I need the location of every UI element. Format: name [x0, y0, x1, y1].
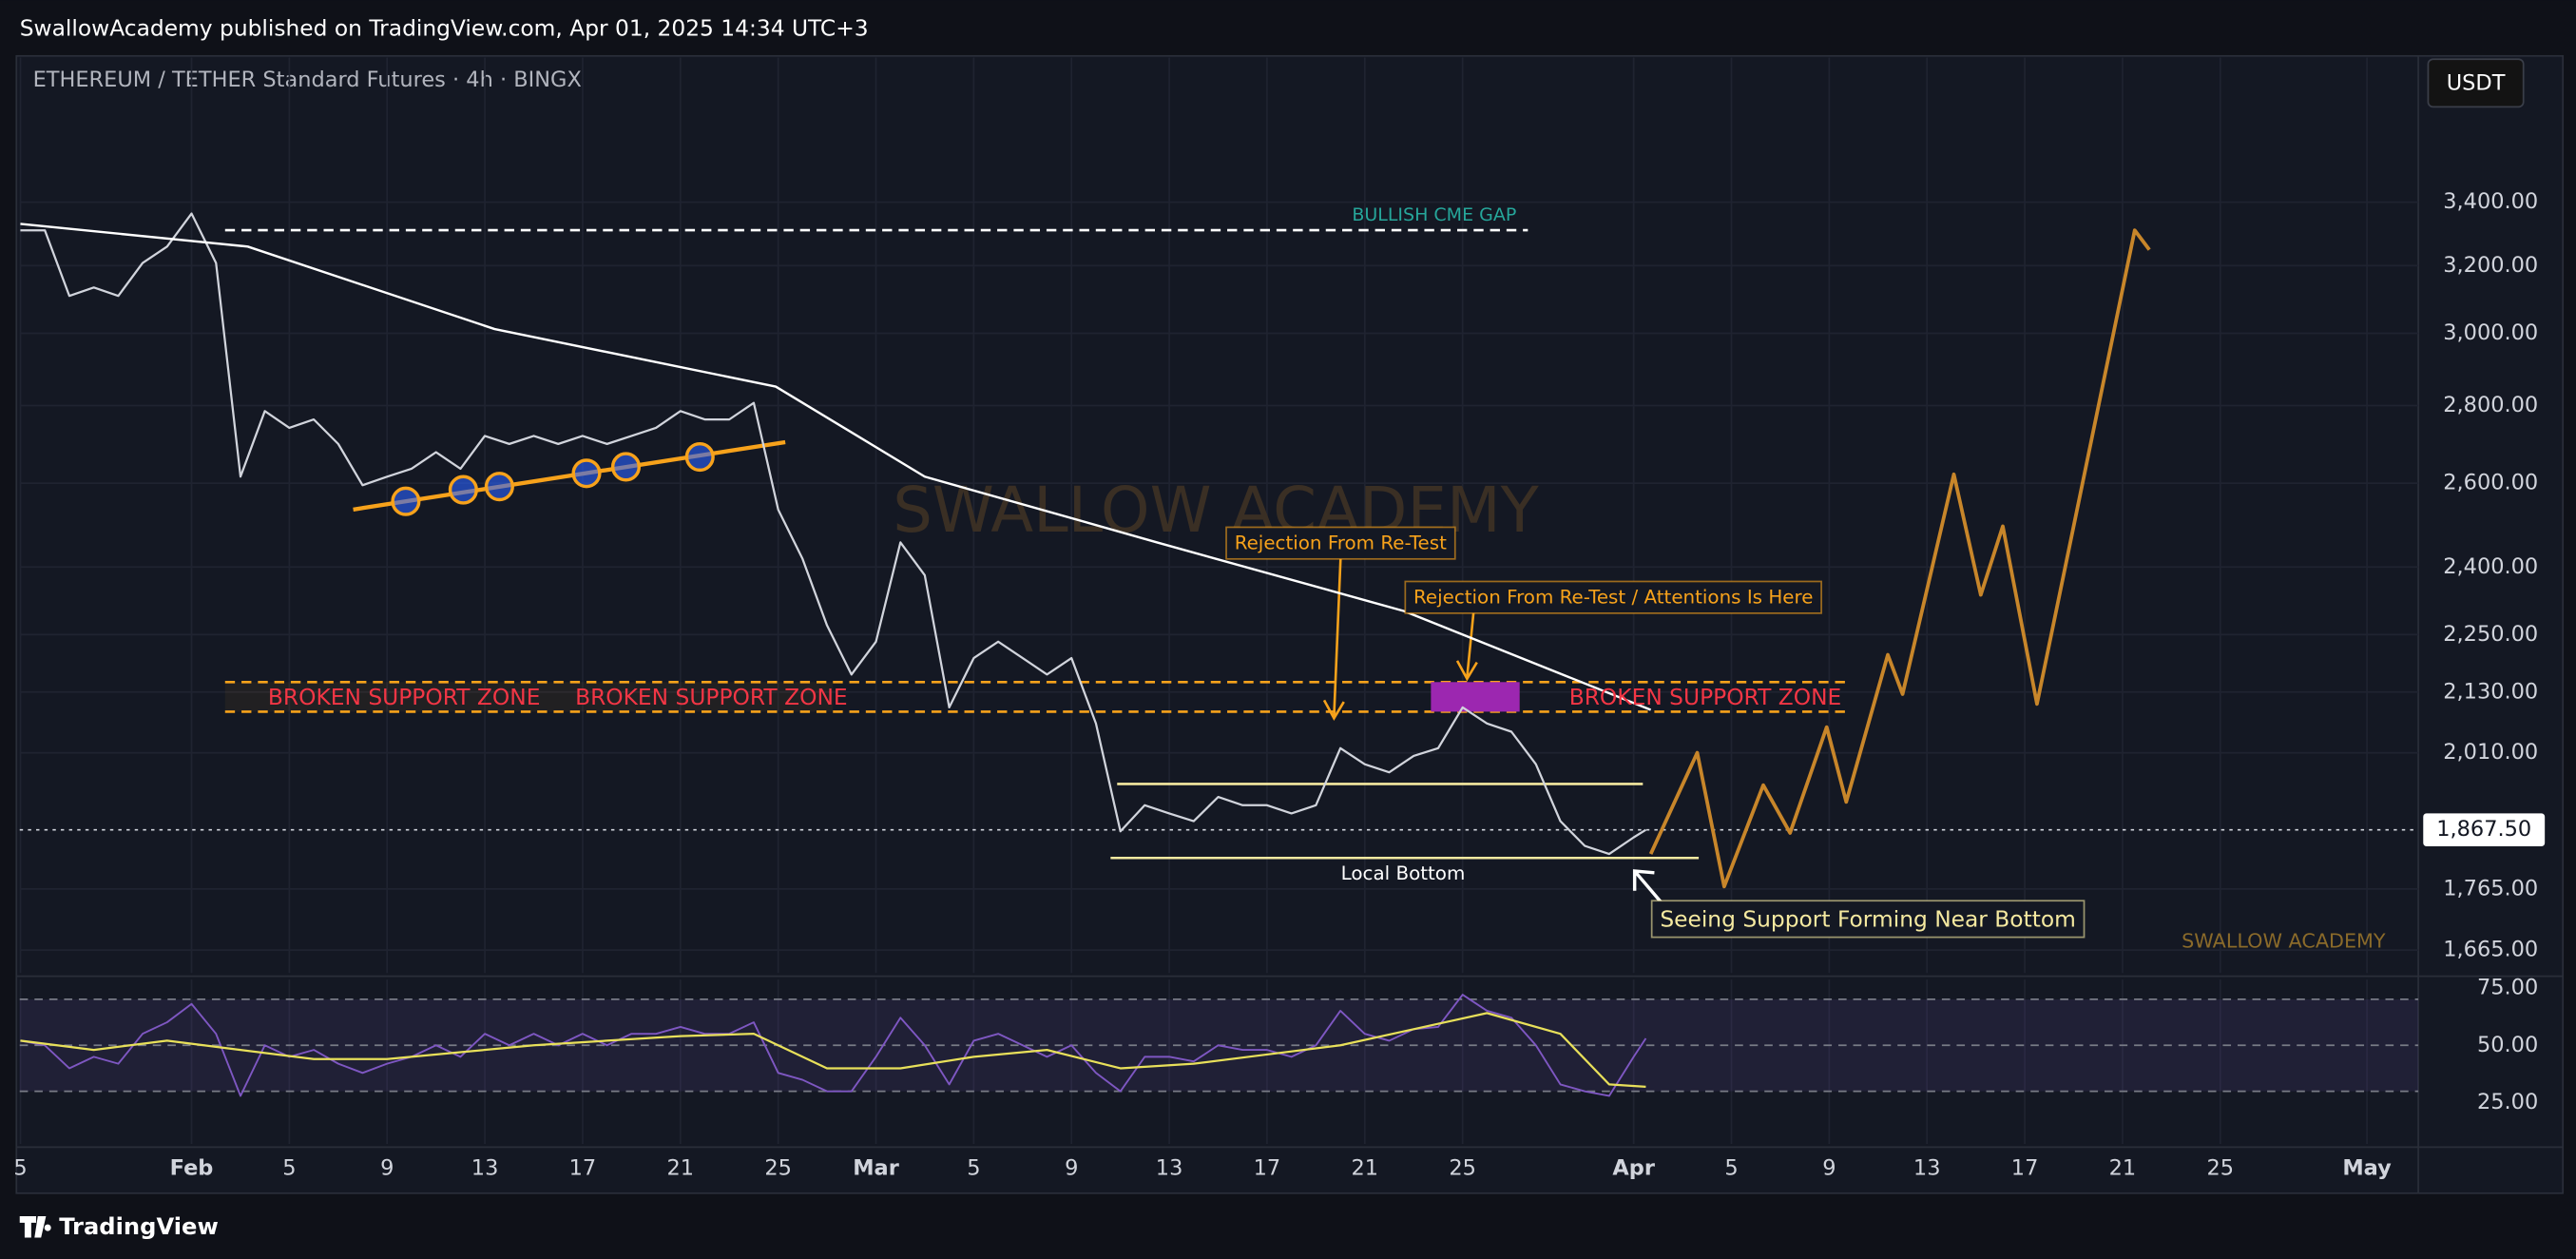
x-tick-label: Apr — [1612, 1155, 1655, 1180]
x-tick-label: May — [2342, 1155, 2392, 1180]
footer-logo: TradingView — [59, 1213, 219, 1240]
logo-icon — [19, 1216, 51, 1238]
touch-circle — [610, 452, 642, 482]
x-tick-label: 21 — [1352, 1155, 1379, 1180]
series-line — [20, 1012, 1646, 1088]
annotation: Rejection From Re-Test / Attentions Is H… — [1413, 587, 1813, 609]
y-tick-label: 2,400.00 — [2443, 554, 2538, 579]
annotation: BROKEN SUPPORT ZONE — [268, 684, 541, 710]
touch-circle — [571, 458, 602, 489]
x-tick-label: 9 — [1822, 1155, 1836, 1180]
annotation-box — [1650, 900, 2086, 939]
x-tick-label: Feb — [170, 1155, 214, 1180]
last-price-box — [2423, 813, 2546, 846]
x-tick-label: 5 — [967, 1155, 980, 1180]
currency-label[interactable]: USDT — [2447, 71, 2506, 96]
series-line — [20, 212, 1647, 856]
y-tick-label: 2,600.00 — [2443, 471, 2538, 495]
annotation: Seeing Support Forming Near Bottom — [1660, 905, 2076, 932]
x-tick-label: 5 — [1724, 1155, 1738, 1180]
y-tick-label: 75.00 — [2477, 975, 2538, 999]
annotation-box — [1404, 580, 1822, 614]
x-tick-label: 5 — [282, 1155, 296, 1180]
published-note: SwallowAcademy published on TradingView.… — [20, 15, 869, 42]
annotation: Local Bottom — [1341, 862, 1466, 884]
y-tick-label: 1,665.00 — [2443, 938, 2538, 962]
y-tick-label: 25.00 — [2477, 1090, 2538, 1114]
x-tick-label: 21 — [2109, 1155, 2137, 1180]
x-tick-label: 21 — [667, 1155, 695, 1180]
x-tick-label: 25 — [764, 1155, 792, 1180]
series-line — [20, 223, 1652, 711]
x-tick-label: 13 — [1156, 1155, 1183, 1180]
x-tick-label: 25 — [2207, 1155, 2235, 1180]
series-line — [1648, 228, 2151, 889]
y-tick-label: 2,800.00 — [2443, 393, 2538, 417]
y-tick-label: 3,000.00 — [2443, 320, 2538, 345]
x-tick-label: 13 — [1913, 1155, 1941, 1180]
last-price-label: 1,867.50 — [2436, 817, 2531, 842]
x-tick-label: 25 — [1449, 1155, 1476, 1180]
touch-circle — [391, 486, 421, 516]
signature: SWALLOW ACADEMY — [2182, 929, 2386, 952]
y-tick-label: 2,010.00 — [2443, 740, 2538, 765]
y-tick-label: 3,400.00 — [2443, 189, 2538, 214]
chart-title: ETHEREUM / TETHER Standard Futures · 4h … — [33, 68, 582, 92]
currency-button[interactable] — [2427, 58, 2525, 108]
y-tick-label: 2,130.00 — [2443, 679, 2538, 704]
annotation-box — [1225, 526, 1456, 560]
annotation: BROKEN SUPPORT ZONE — [575, 684, 848, 710]
x-tick-label: 5 — [13, 1155, 27, 1180]
chart-frame — [15, 54, 2565, 1194]
annotation: BULLISH CME GAP — [1352, 204, 1516, 225]
x-tick-label: Mar — [853, 1155, 899, 1180]
annotation: Rejection From Re-Test — [1235, 533, 1447, 554]
y-tick-label: 50.00 — [2477, 1033, 2538, 1057]
y-tick-label: 2,250.00 — [2443, 622, 2538, 647]
annotation: BROKEN SUPPORT ZONE — [1569, 684, 1842, 710]
x-tick-label: 17 — [1254, 1155, 1281, 1180]
y-tick-label: 1,765.00 — [2443, 876, 2538, 901]
x-tick-label: 9 — [1065, 1155, 1078, 1180]
touch-circle — [448, 475, 478, 505]
y-tick-label: 3,200.00 — [2443, 253, 2538, 278]
x-tick-label: 17 — [2011, 1155, 2039, 1180]
arrow — [1322, 558, 1345, 721]
touch-circle — [684, 441, 715, 473]
x-tick-label: 13 — [471, 1155, 499, 1180]
x-tick-label: 17 — [569, 1155, 597, 1180]
rejection-box — [1431, 682, 1520, 712]
touch-circle — [484, 472, 514, 502]
arrow — [1632, 869, 1664, 905]
zone-label-box — [224, 682, 834, 712]
arrow — [1455, 610, 1478, 682]
x-tick-label: 9 — [380, 1155, 394, 1180]
